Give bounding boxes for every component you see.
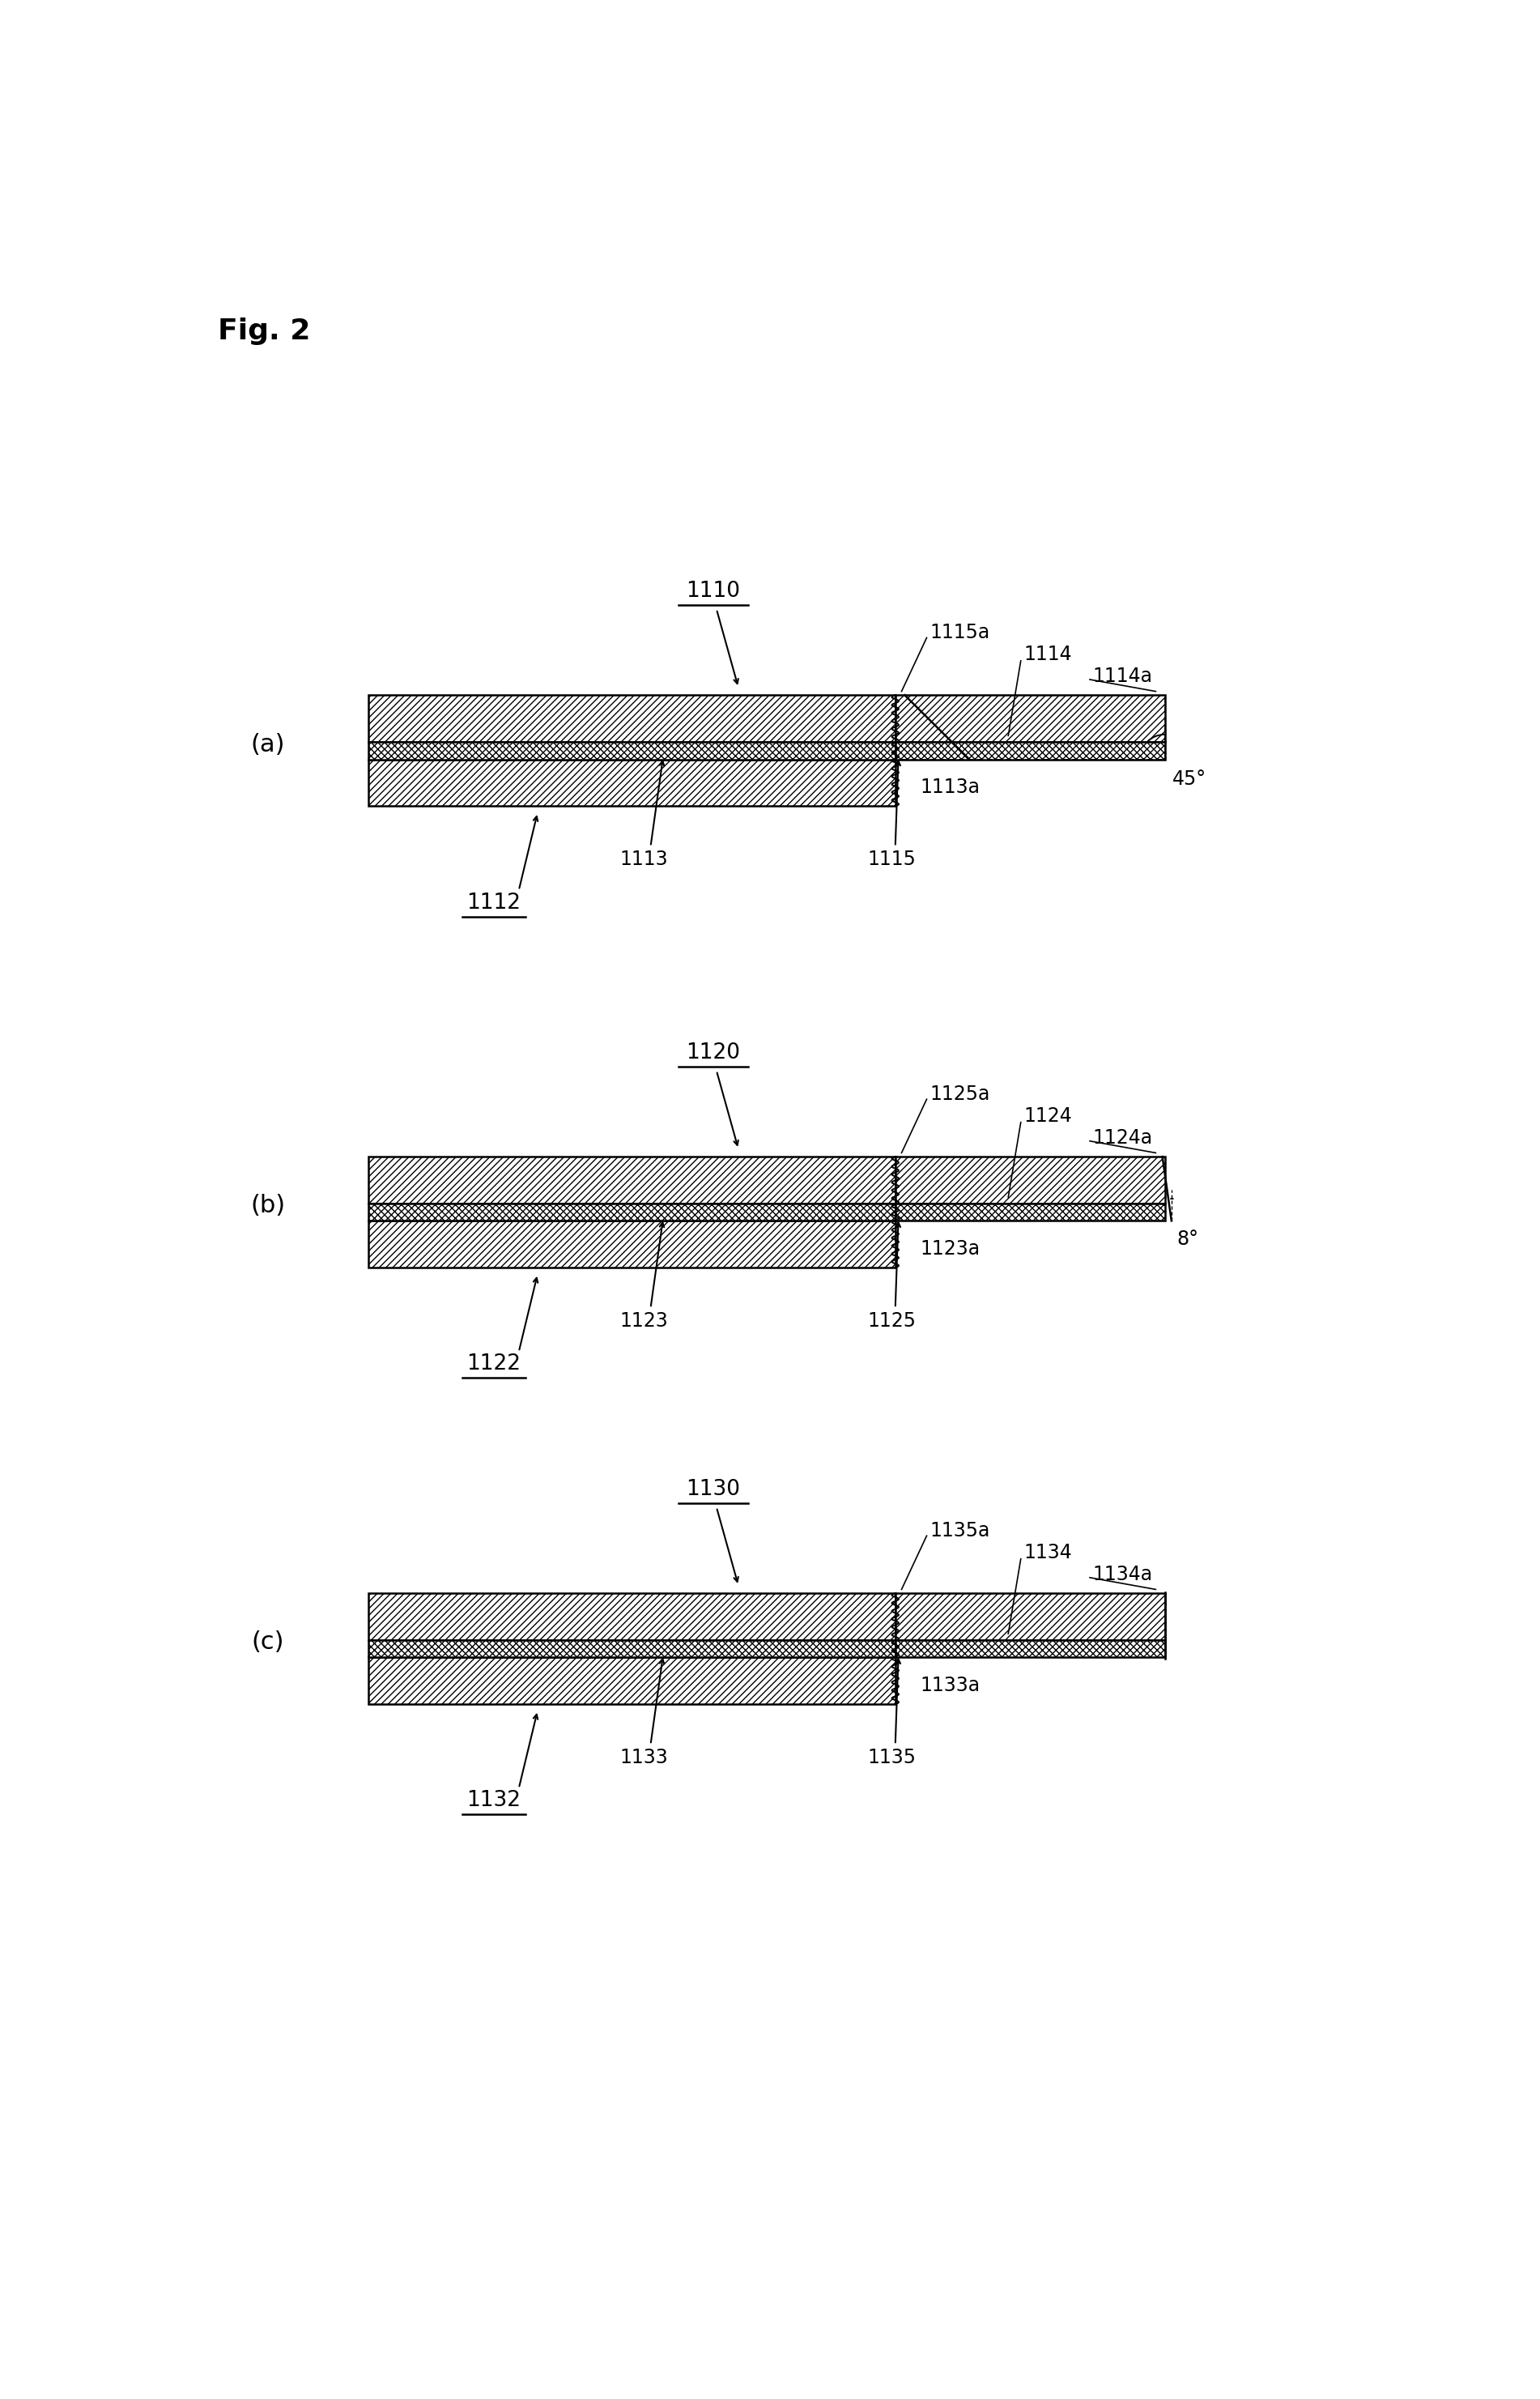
Text: 1134: 1134 [1024, 1543, 1072, 1562]
Text: 8°: 8° [1177, 1231, 1198, 1250]
Text: 45°: 45° [1172, 770, 1207, 789]
Text: 1120: 1120 [687, 1041, 741, 1063]
Bar [368, 1658, 895, 1703]
Bar [895, 1156, 1166, 1204]
Text: 1134a: 1134a [1093, 1564, 1153, 1583]
Text: 1125: 1125 [869, 1310, 916, 1331]
Text: 1114: 1114 [1024, 645, 1072, 665]
Bar [368, 696, 895, 741]
Bar [368, 1593, 895, 1641]
Text: 1125a: 1125a [930, 1084, 990, 1104]
Text: Fig. 2: Fig. 2 [217, 317, 310, 345]
Bar [368, 1221, 895, 1267]
Text: 1133a: 1133a [921, 1677, 981, 1696]
Bar [895, 741, 1166, 760]
Text: (b): (b) [251, 1195, 285, 1219]
Text: 1132: 1132 [467, 1790, 521, 1811]
Text: 1135a: 1135a [930, 1521, 990, 1540]
Text: 1123a: 1123a [921, 1240, 981, 1259]
Text: 1135: 1135 [869, 1746, 916, 1768]
Bar [895, 1641, 1166, 1658]
Bar [368, 1641, 895, 1658]
Bar [895, 1593, 1166, 1641]
Bar [368, 741, 895, 760]
Text: 1122: 1122 [467, 1353, 521, 1375]
Text: (c): (c) [251, 1631, 285, 1655]
Bar [368, 760, 895, 806]
Text: 1114a: 1114a [1093, 667, 1153, 686]
Text: 1124: 1124 [1024, 1106, 1072, 1125]
Text: 1113: 1113 [621, 849, 668, 868]
Bar [895, 696, 1166, 741]
Bar [368, 1156, 895, 1204]
Text: 1124a: 1124a [1093, 1128, 1153, 1147]
Text: 1115a: 1115a [930, 624, 990, 643]
Bar [895, 1204, 1166, 1221]
Text: 1133: 1133 [621, 1746, 668, 1768]
Text: 1115: 1115 [869, 849, 916, 868]
Bar [368, 1204, 895, 1221]
Text: 1123: 1123 [621, 1310, 668, 1331]
Text: 1112: 1112 [467, 892, 521, 914]
Text: (a): (a) [251, 732, 285, 756]
Text: 1130: 1130 [687, 1478, 741, 1499]
Text: 1113a: 1113a [921, 777, 981, 796]
Text: 1110: 1110 [687, 581, 741, 602]
